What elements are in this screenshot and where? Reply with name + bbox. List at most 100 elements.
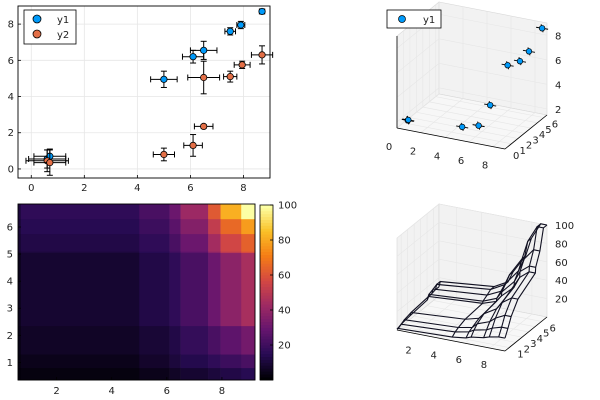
heatmap-cell [18,204,22,220]
y-tick-label: 2 [8,128,14,139]
y-tick-label: 3 [532,135,538,146]
y-tick-label: 1 [519,146,525,157]
x-tick-label: 6 [164,386,170,397]
y1-point-3d [538,25,546,32]
x-gridline [420,6,464,133]
z-tick-label: 40 [555,276,568,287]
y-tick-label: 4 [537,334,543,345]
z-tick-label: 60 [555,258,568,269]
x-gridline [489,222,533,349]
z-tick-label: 8 [555,31,561,42]
heatmap-cell [220,251,242,254]
y1-point-3d [487,101,494,109]
colorbar-step [260,371,273,375]
heatmap-cell [139,367,170,381]
heatmap-cell [18,218,22,235]
heatmap-cell [241,367,256,381]
y1-point-3d [504,62,511,69]
z-tick-label: 100 [555,221,574,232]
y1-point-3d [516,58,524,65]
x-tick-label: 8 [219,386,225,397]
x-tick-label: 8 [482,161,488,172]
colorbar-tick-label: 80 [278,236,291,247]
colorbar-step [260,356,273,360]
heatmap-cell [20,325,140,355]
y-gridline [429,9,538,124]
y-tick-label: 3 [530,339,536,350]
z-gridline [396,222,548,257]
legend-box [386,9,442,29]
heatmap-cell [169,218,181,235]
heatmap-cell [139,252,170,327]
y-tick-label: 6 [550,323,556,334]
y-axis [504,316,548,352]
colorbar-step [260,237,273,241]
y1-point-3d [459,123,466,131]
x-tick-label: 6 [458,156,464,167]
y1-point [200,46,208,54]
colorbar-step [260,280,273,285]
surface-wire-col [488,238,532,338]
surface-wire-col [451,286,495,338]
surface-wire-col [470,271,514,338]
colorbar-tick-label: 20 [278,341,291,352]
heatmap-cell [180,218,209,235]
x-axis [396,127,506,150]
scatter3d-legend: y1 [386,9,442,29]
surface-wire-col [504,224,548,339]
colorbar-step [260,368,273,372]
y-tick-label: 5 [543,329,549,340]
colorbar-step [260,257,273,261]
heatmap-cell [220,325,242,355]
x-tick-label: 4 [431,350,437,361]
colorbar-step [260,231,273,235]
heatmap-cell [220,218,242,235]
heatmap-cell [20,252,140,327]
z-tick-label: 2 [555,105,561,116]
heatmap-cell [18,233,22,252]
colorbar-tick-label: 40 [278,306,291,317]
colorbar-step [260,269,273,273]
y2-point [200,122,208,131]
colorbar-step [260,327,273,331]
heatmap-cell [139,233,170,252]
heatmap-cell [20,251,140,254]
z-gridline [396,63,548,98]
heatmap-cell [20,218,140,235]
y-tick-label: 6 [7,223,13,234]
heatmap-cell [139,251,170,254]
x-gridline [492,20,536,147]
colorbar: 20 40 60 80 100 [259,201,297,381]
colorbar-step [260,312,273,317]
heatmap-cell [208,233,221,252]
y-gridline [422,15,531,129]
heatmap-cell [139,204,170,220]
colorbar-step [260,315,273,320]
colorbar-step [260,374,273,378]
colorbar-step [260,298,273,302]
x-tick-label: 8 [240,183,246,194]
colorbar-step [260,321,273,325]
colorbar-step [260,345,273,349]
heatmap-cell [208,367,221,381]
colorbar-step [260,289,273,293]
colorbar-step [260,292,273,296]
heatmap-cell [18,251,22,254]
colorbar-step [260,272,273,276]
heatmap-cell [180,252,209,327]
colorbar-step [260,205,273,209]
heatmap-cell [20,233,140,252]
colorbar-step [260,333,273,337]
y-tick-label: 2 [524,344,530,355]
colorbar-step [260,228,273,232]
heatmap-cell [139,218,170,235]
y2-point [238,61,246,69]
colorbar-step [260,277,273,282]
heatmap-cell [180,251,209,254]
y-tick-label: 2 [7,331,13,342]
colorbar-step [260,304,273,308]
